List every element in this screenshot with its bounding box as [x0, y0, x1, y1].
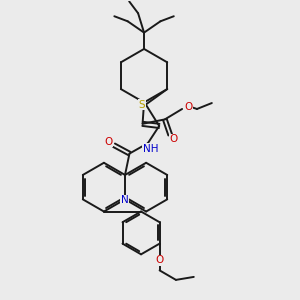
Text: O: O [104, 137, 113, 147]
Text: N: N [121, 195, 128, 205]
Text: O: O [155, 255, 164, 265]
Text: O: O [184, 102, 193, 112]
Text: NH: NH [142, 143, 158, 154]
Text: S: S [139, 100, 145, 110]
Text: O: O [170, 134, 178, 144]
